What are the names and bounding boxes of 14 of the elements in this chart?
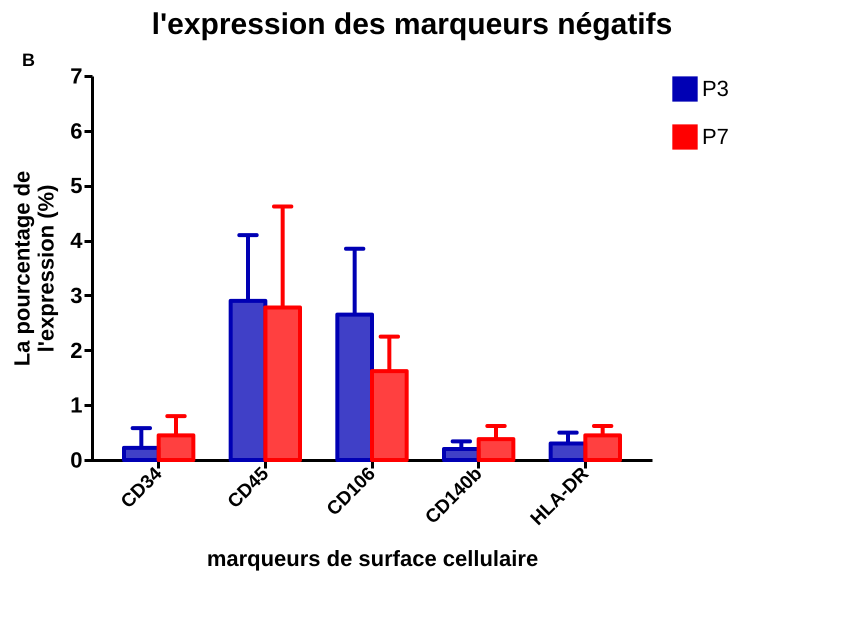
legend-label: P3 (702, 76, 729, 101)
y-tick-label: 5 (70, 173, 82, 198)
chart-title: l'expression des marqueurs négatifs (152, 8, 672, 41)
y-tick-label: 1 (70, 392, 82, 418)
y-tick-label: 4 (70, 228, 84, 254)
y-tick-label: 7 (70, 64, 82, 88)
y-tick-label: 2 (70, 338, 82, 363)
y-tick-label: 0 (70, 448, 82, 472)
legend-label: P7 (702, 124, 729, 149)
y-tick-label: 6 (70, 118, 82, 144)
y-axis-title: La pourcentage de l'expression (%) (9, 170, 58, 366)
y-tick-label: 3 (70, 282, 82, 308)
text: B (22, 50, 35, 71)
x-axis-title: marqueurs de surface cellulaire (206, 546, 538, 572)
